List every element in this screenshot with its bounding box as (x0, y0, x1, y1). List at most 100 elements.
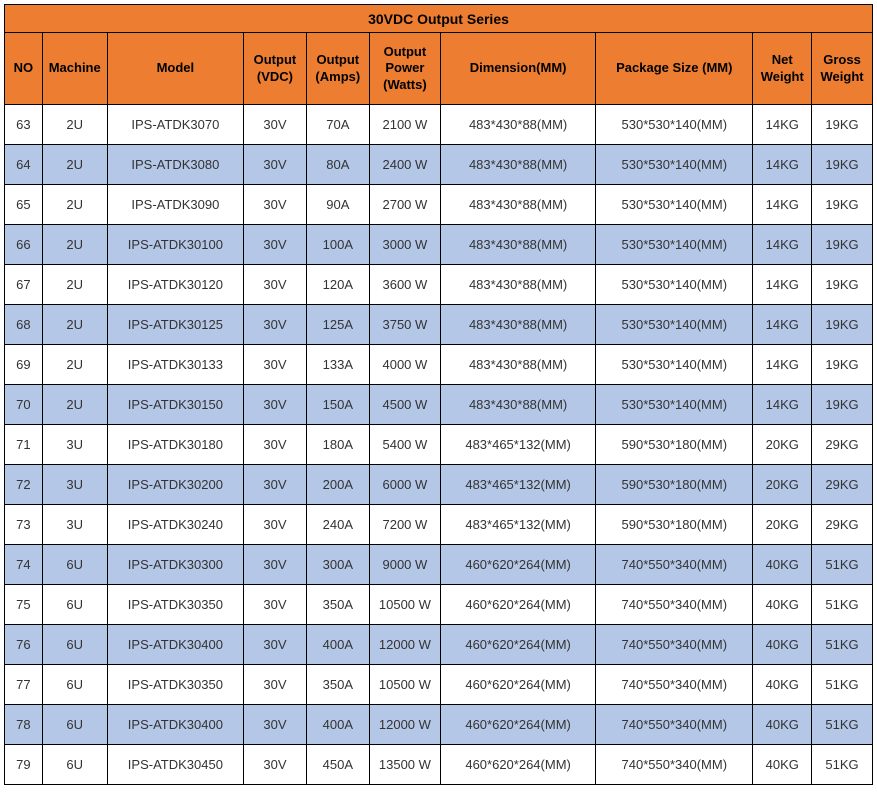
table-cell: 3U (42, 465, 107, 505)
table-cell: 79 (5, 745, 43, 785)
table-cell: 30V (243, 385, 306, 425)
table-row: 713UIPS-ATDK3018030V180A5400 W483*465*13… (5, 425, 873, 465)
table-cell: IPS-ATDK30400 (107, 625, 243, 665)
table-cell: IPS-ATDK30125 (107, 305, 243, 345)
table-row: 692UIPS-ATDK3013330V133A4000 W483*430*88… (5, 345, 873, 385)
table-cell: 63 (5, 105, 43, 145)
table-cell: 2U (42, 185, 107, 225)
table-cell: 2400 W (369, 145, 440, 185)
table-cell: 590*530*180(MM) (596, 465, 753, 505)
table-cell: IPS-ATDK30200 (107, 465, 243, 505)
table-cell: 40KG (753, 545, 812, 585)
table-cell: 240A (306, 505, 369, 545)
table-cell: 40KG (753, 585, 812, 625)
table-cell: IPS-ATDK30400 (107, 705, 243, 745)
table-cell: 40KG (753, 665, 812, 705)
table-cell: 12000 W (369, 705, 440, 745)
table-cell: 483*430*88(MM) (441, 145, 596, 185)
table-row: 632UIPS-ATDK307030V70A2100 W483*430*88(M… (5, 105, 873, 145)
table-cell: IPS-ATDK30240 (107, 505, 243, 545)
table-cell: 77 (5, 665, 43, 705)
table-cell: 2U (42, 345, 107, 385)
table-cell: 30V (243, 305, 306, 345)
table-cell: 530*530*140(MM) (596, 305, 753, 345)
table-cell: 29KG (812, 505, 873, 545)
table-cell: 740*550*340(MM) (596, 545, 753, 585)
table-cell: 4000 W (369, 345, 440, 385)
header-row: NO Machine Model Output (VDC) Output (Am… (5, 33, 873, 105)
col-header-dim: Dimension(MM) (441, 33, 596, 105)
table-cell: 200A (306, 465, 369, 505)
table-cell: 2700 W (369, 185, 440, 225)
table-cell: 30V (243, 105, 306, 145)
table-cell: 6U (42, 585, 107, 625)
table-cell: 450A (306, 745, 369, 785)
table-cell: IPS-ATDK30120 (107, 265, 243, 305)
table-row: 733UIPS-ATDK3024030V240A7200 W483*465*13… (5, 505, 873, 545)
table-cell: 30V (243, 145, 306, 185)
table-row: 672UIPS-ATDK3012030V120A3600 W483*430*88… (5, 265, 873, 305)
table-cell: 14KG (753, 185, 812, 225)
table-cell: 30V (243, 585, 306, 625)
table-cell: 19KG (812, 305, 873, 345)
table-cell: 2100 W (369, 105, 440, 145)
col-header-no: NO (5, 33, 43, 105)
table-row: 766UIPS-ATDK3040030V400A12000 W460*620*2… (5, 625, 873, 665)
table-cell: IPS-ATDK3080 (107, 145, 243, 185)
table-cell: IPS-ATDK3070 (107, 105, 243, 145)
table-cell: 73 (5, 505, 43, 545)
table-cell: 483*430*88(MM) (441, 305, 596, 345)
table-row: 723UIPS-ATDK3020030V200A6000 W483*465*13… (5, 465, 873, 505)
table-cell: 51KG (812, 545, 873, 585)
table-cell: 530*530*140(MM) (596, 345, 753, 385)
col-header-vdc: Output (VDC) (243, 33, 306, 105)
table-cell: 460*620*264(MM) (441, 545, 596, 585)
table-cell: IPS-ATDK30100 (107, 225, 243, 265)
table-cell: 2U (42, 265, 107, 305)
table-cell: 180A (306, 425, 369, 465)
table-cell: 80A (306, 145, 369, 185)
table-row: 796UIPS-ATDK3045030V450A13500 W460*620*2… (5, 745, 873, 785)
table-row: 746UIPS-ATDK3030030V300A9000 W460*620*26… (5, 545, 873, 585)
table-cell: 19KG (812, 185, 873, 225)
table-cell: 14KG (753, 305, 812, 345)
table-cell: 530*530*140(MM) (596, 145, 753, 185)
table-cell: IPS-ATDK30350 (107, 665, 243, 705)
table-cell: 350A (306, 665, 369, 705)
table-cell: 530*530*140(MM) (596, 105, 753, 145)
table-cell: 460*620*264(MM) (441, 745, 596, 785)
table-cell: 40KG (753, 705, 812, 745)
table-cell: 6U (42, 625, 107, 665)
table-cell: 30V (243, 225, 306, 265)
table-cell: 20KG (753, 425, 812, 465)
col-header-gross: Gross Weight (812, 33, 873, 105)
table-row: 776UIPS-ATDK3035030V350A10500 W460*620*2… (5, 665, 873, 705)
table-cell: 30V (243, 265, 306, 305)
table-cell: 300A (306, 545, 369, 585)
table-cell: 30V (243, 185, 306, 225)
table-cell: 740*550*340(MM) (596, 705, 753, 745)
table-cell: 19KG (812, 225, 873, 265)
table-cell: 6U (42, 665, 107, 705)
table-cell: 75 (5, 585, 43, 625)
table-cell: 14KG (753, 385, 812, 425)
table-row: 756UIPS-ATDK3035030V350A10500 W460*620*2… (5, 585, 873, 625)
col-header-net: Net Weight (753, 33, 812, 105)
table-cell: 125A (306, 305, 369, 345)
table-cell: 30V (243, 545, 306, 585)
table-cell: 19KG (812, 145, 873, 185)
table-cell: 460*620*264(MM) (441, 705, 596, 745)
table-cell: 483*430*88(MM) (441, 105, 596, 145)
table-cell: 740*550*340(MM) (596, 585, 753, 625)
title-row: 30VDC Output Series (5, 5, 873, 33)
table-cell: 20KG (753, 505, 812, 545)
table-cell: 51KG (812, 705, 873, 745)
table-body: 632UIPS-ATDK307030V70A2100 W483*430*88(M… (5, 105, 873, 785)
table-row: 702UIPS-ATDK3015030V150A4500 W483*430*88… (5, 385, 873, 425)
table-cell: 10500 W (369, 585, 440, 625)
col-header-watts: Output Power (Watts) (369, 33, 440, 105)
table-cell: 14KG (753, 265, 812, 305)
table-cell: 40KG (753, 625, 812, 665)
spec-table: 30VDC Output Series NO Machine Model Out… (4, 4, 873, 785)
table-cell: 350A (306, 585, 369, 625)
